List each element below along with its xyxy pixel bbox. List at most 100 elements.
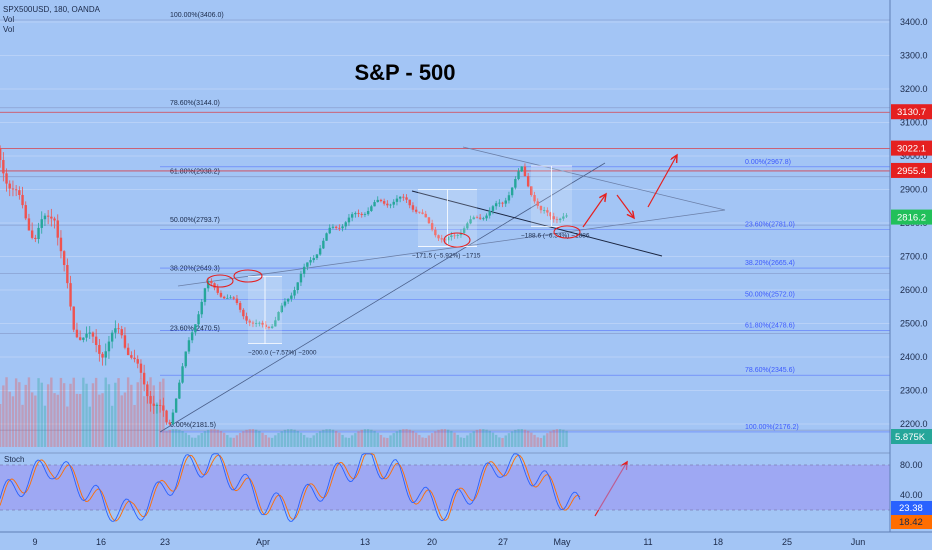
volume-bar [2,385,5,447]
candle-body [216,287,219,293]
volume-bar [533,434,536,447]
candle-body [5,173,8,184]
volume-bar [363,429,367,447]
volume-bar [318,431,322,447]
volume-bar [280,431,283,447]
volume-bar [370,429,373,447]
candle-body [392,201,395,205]
candle-body [459,232,463,236]
volume-bar [542,435,546,447]
volume-bar [206,429,210,447]
volume-bars [0,377,568,447]
candle-body [78,337,82,340]
candle-body [507,195,511,201]
measurements: −200.0 (−7.57%) −2000 −171.5 (−5.92%) −17… [248,165,590,357]
volume-bar [139,378,143,447]
candle-body [565,215,568,217]
horizontal-levels [0,111,890,172]
volume-bar [258,430,261,447]
volume-bar [437,429,440,447]
candle-body [341,226,344,229]
volume-bar [18,382,21,447]
candle-body [107,341,111,352]
volume-bar [91,383,95,447]
volume-bar [514,429,517,447]
candle-body [21,194,24,206]
stoch-label: Stoch [4,455,24,464]
candle-body [389,204,392,206]
volume-bar [450,430,453,447]
candle-body [533,195,536,202]
fib-left-label: 0.00%(2181.5) [170,422,216,429]
volume-bar [14,378,18,447]
volume-bar [59,377,63,447]
highlight-ellipse [443,232,471,248]
volume-bar [181,431,184,447]
projection-arrow [616,194,634,218]
candle-body [485,215,488,219]
volume-bar [216,429,219,447]
candle-body [462,228,466,233]
candle-body [117,328,120,330]
volume-bar [34,395,37,447]
time-tick-label: 18 [713,537,723,547]
candle-body [456,235,459,236]
fib-right-label: 0.00%(2967.8) [745,159,791,166]
volume-bar [168,429,171,447]
symbol-label[interactable]: SPX500USD, 180, OANDA [3,5,100,14]
candle-body [34,237,37,239]
time-axis[interactable]: 9 16 23 Apr 13 20 27 May 11 18 25 Jun [32,537,865,547]
price-axis[interactable]: 2200.02300.02400.02500.02600.02700.02800… [891,17,932,529]
candle-body [88,332,91,334]
candle-body [8,183,11,189]
candle-body [402,196,405,198]
candle-body [373,202,376,207]
volume-bar [427,435,431,447]
candle-body [133,357,136,360]
candle-body [222,296,226,299]
stoch-tick-label: 40.00 [900,490,923,500]
volume-bar [418,434,421,447]
candle-body [200,301,203,315]
candle-body [411,205,415,210]
candle-body [555,219,559,221]
volume-bar [293,429,296,447]
candle-body [296,282,299,291]
volume-bar [101,393,104,447]
volume-bar [456,434,459,447]
candle-body [498,202,501,204]
time-tick-label: Apr [256,537,270,547]
volume-bar [142,396,146,447]
volume-bar [517,429,520,447]
trendlines [159,146,726,433]
volume-bar [75,393,79,447]
price-tick-label: 2700.0 [900,252,928,262]
volume-bar [347,437,351,447]
volume-bar [123,392,127,447]
candle-body [62,251,66,266]
measure-label: −200.0 (−7.57%) −2000 [248,350,317,357]
volume-badge-label: 5.875K [895,432,926,443]
candle-body [386,203,389,206]
volume-bar [430,433,434,447]
fib-left-label: 50.00%(2793.7) [170,217,220,224]
candle-body [18,190,21,195]
time-tick-label: 13 [360,537,370,547]
volume-bar [226,435,229,447]
volume-bar [203,431,207,447]
projection-arrow [647,155,677,208]
candle-body [238,303,242,310]
candle-body [440,238,443,240]
volume-bar [197,435,200,447]
projection-arrow [582,194,606,228]
volume-bar [222,432,226,447]
trendline-upper [462,146,726,211]
price-badge [891,209,932,225]
price-badge [891,162,932,178]
candle-body [139,363,143,373]
candle-body [325,233,328,241]
time-tick-label: 25 [782,537,792,547]
volume-bar [536,437,539,447]
candle-body [475,217,479,219]
